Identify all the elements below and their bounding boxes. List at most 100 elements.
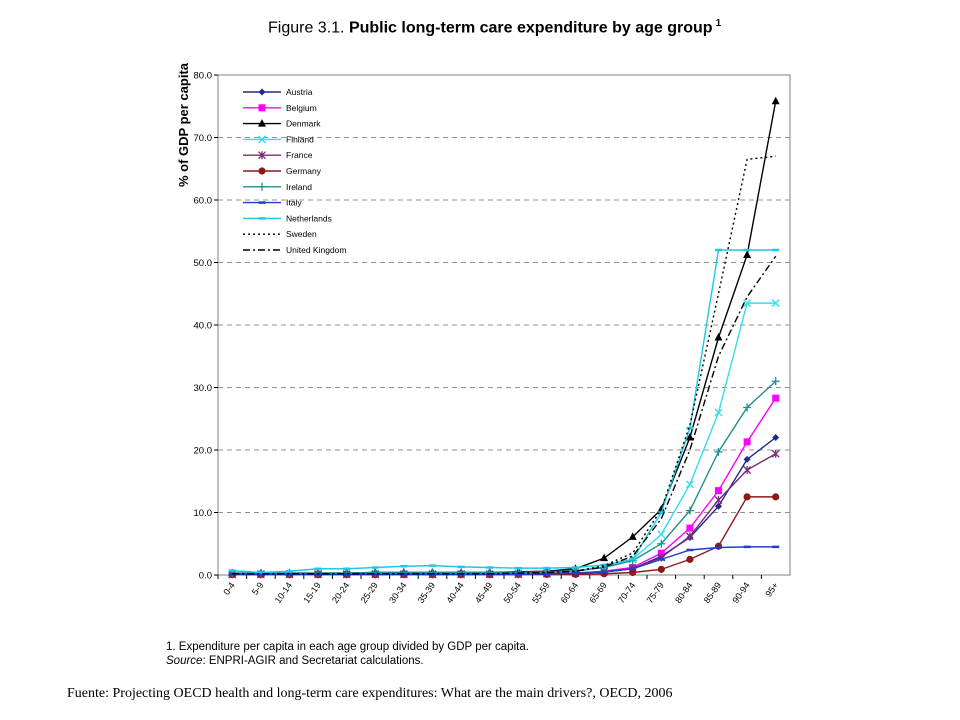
data-point-germany xyxy=(686,555,694,563)
x-tick-label: 80-84 xyxy=(673,580,694,605)
data-point-denmark xyxy=(600,553,609,562)
legend-marker-denmark xyxy=(258,119,266,127)
y-tick-label: 10.0 xyxy=(194,508,213,519)
series-italy xyxy=(228,545,780,576)
data-point-ireland xyxy=(771,377,780,386)
y-tick-label: 60.0 xyxy=(194,196,213,207)
x-tick-label: 15-19 xyxy=(301,580,322,605)
data-point-belgium xyxy=(743,438,751,446)
data-point-france xyxy=(685,532,694,541)
y-tick-label: 50.0 xyxy=(194,258,213,269)
legend-marker-germany xyxy=(258,167,266,175)
data-point-france xyxy=(714,496,723,504)
data-point-belgium xyxy=(715,487,722,495)
x-tick-label: 90-94 xyxy=(730,580,751,605)
series-line-united-kingdom xyxy=(232,255,777,575)
data-point-austria xyxy=(743,455,751,463)
footnote-line-1: 1. Expenditure per capita in each age gr… xyxy=(166,641,529,653)
x-tick-label: 50-54 xyxy=(502,580,523,605)
y-tick-label: 20.0 xyxy=(194,446,213,457)
legend-marker-belgium xyxy=(258,104,266,112)
y-tick-label: 40.0 xyxy=(194,321,213,332)
series-line-austria xyxy=(232,436,777,575)
series-netherlands xyxy=(228,248,780,574)
x-tick-label: 25-29 xyxy=(359,580,380,605)
series-line-italy xyxy=(232,546,776,576)
x-tick-label: 45-49 xyxy=(473,580,494,605)
legend-label-united-kingdom: United Kingdom xyxy=(286,245,346,255)
x-tick-label: 95+ xyxy=(763,580,780,598)
y-tick-label: 0.0 xyxy=(199,571,212,582)
series-germany xyxy=(228,493,780,578)
series-united-kingdom xyxy=(232,255,777,575)
y-tick-label: 70.0 xyxy=(194,133,213,144)
data-point-finland xyxy=(714,408,723,417)
legend-label-denmark: Denmark xyxy=(286,119,321,129)
legend-label-italy: Italy xyxy=(286,198,302,208)
figure-title: Figure 3.1. Public long-term care expend… xyxy=(268,18,721,37)
data-point-belgium xyxy=(686,524,694,532)
figure-title-text: Public long-term care expenditure by age… xyxy=(348,19,713,37)
series-belgium xyxy=(228,394,780,578)
legend-marker-austria xyxy=(258,88,266,96)
data-point-finland xyxy=(685,480,694,489)
footnote-source-label: Source xyxy=(166,655,203,667)
legend-label-sweden: Sweden xyxy=(286,229,317,239)
x-tick-label: 20-24 xyxy=(330,580,351,605)
y-tick-label: 30.0 xyxy=(194,383,213,394)
data-point-france xyxy=(743,466,752,474)
x-tick-label: 60-64 xyxy=(559,580,580,605)
data-point-austria xyxy=(715,502,722,510)
x-tick-label: 35-39 xyxy=(416,580,437,605)
legend-label-ireland: Ireland xyxy=(286,182,312,192)
legend-label-finland: Finland xyxy=(286,134,314,144)
series-ireland xyxy=(228,377,780,578)
legend-label-belgium: Belgium xyxy=(286,103,317,113)
data-point-germany xyxy=(743,493,751,501)
x-tick-label: 65-69 xyxy=(587,580,608,605)
series-line-germany xyxy=(232,496,776,576)
data-point-belgium xyxy=(657,549,665,557)
data-point-finland xyxy=(771,299,780,308)
legend-marker-ireland xyxy=(258,182,266,191)
data-point-finland xyxy=(743,299,752,308)
data-point-denmark xyxy=(714,333,723,341)
legend: Austria Belgium Denmark Finland France German… xyxy=(243,87,346,255)
legend-marker-france xyxy=(258,151,266,160)
data-point-ireland xyxy=(714,447,723,456)
source-citation: Fuente: Projecting OECD health and long-… xyxy=(67,686,673,701)
data-point-finland xyxy=(657,530,666,539)
data-point-belgium xyxy=(772,394,780,402)
data-point-denmark xyxy=(685,433,694,441)
data-point-ireland xyxy=(657,539,666,548)
x-tick-label: 30-34 xyxy=(387,580,408,605)
figure-number: Figure 3.1. xyxy=(268,19,345,37)
series-finland xyxy=(228,299,780,578)
chart-footnote: 1. Expenditure per capita in each age gr… xyxy=(166,640,529,668)
data-point-france xyxy=(771,449,780,458)
data-point-germany xyxy=(629,568,637,577)
y-tick-label: 80.0 xyxy=(194,71,213,82)
legend-marker-finland xyxy=(258,135,266,144)
legend-label-germany: Germany xyxy=(286,166,322,176)
data-point-ireland xyxy=(685,506,694,515)
x-tick-label: 0-4 xyxy=(221,580,237,596)
figure-title-footnote-mark: 1 xyxy=(715,18,722,29)
data-point-ireland xyxy=(743,403,752,412)
x-tick-label: 75-79 xyxy=(645,580,666,605)
x-tick-label: 70-74 xyxy=(616,580,637,605)
series-line-ireland xyxy=(232,380,777,574)
x-tick-label: 85-89 xyxy=(702,580,723,605)
x-tick-label: 55-59 xyxy=(530,580,551,605)
x-tick-label: 40-44 xyxy=(444,580,465,605)
data-point-austria xyxy=(772,434,780,441)
data-point-denmark xyxy=(771,96,780,105)
data-point-denmark xyxy=(628,532,637,540)
footnote-source-text: : ENPRI-AGIR and Secretariat calculation… xyxy=(202,655,424,667)
series-line-netherlands xyxy=(232,249,776,574)
legend-label-netherlands: Netherlands xyxy=(286,213,332,223)
legend-label-austria: Austria xyxy=(286,87,313,97)
x-tick-label: 10-14 xyxy=(273,580,294,605)
data-point-denmark xyxy=(743,250,752,258)
